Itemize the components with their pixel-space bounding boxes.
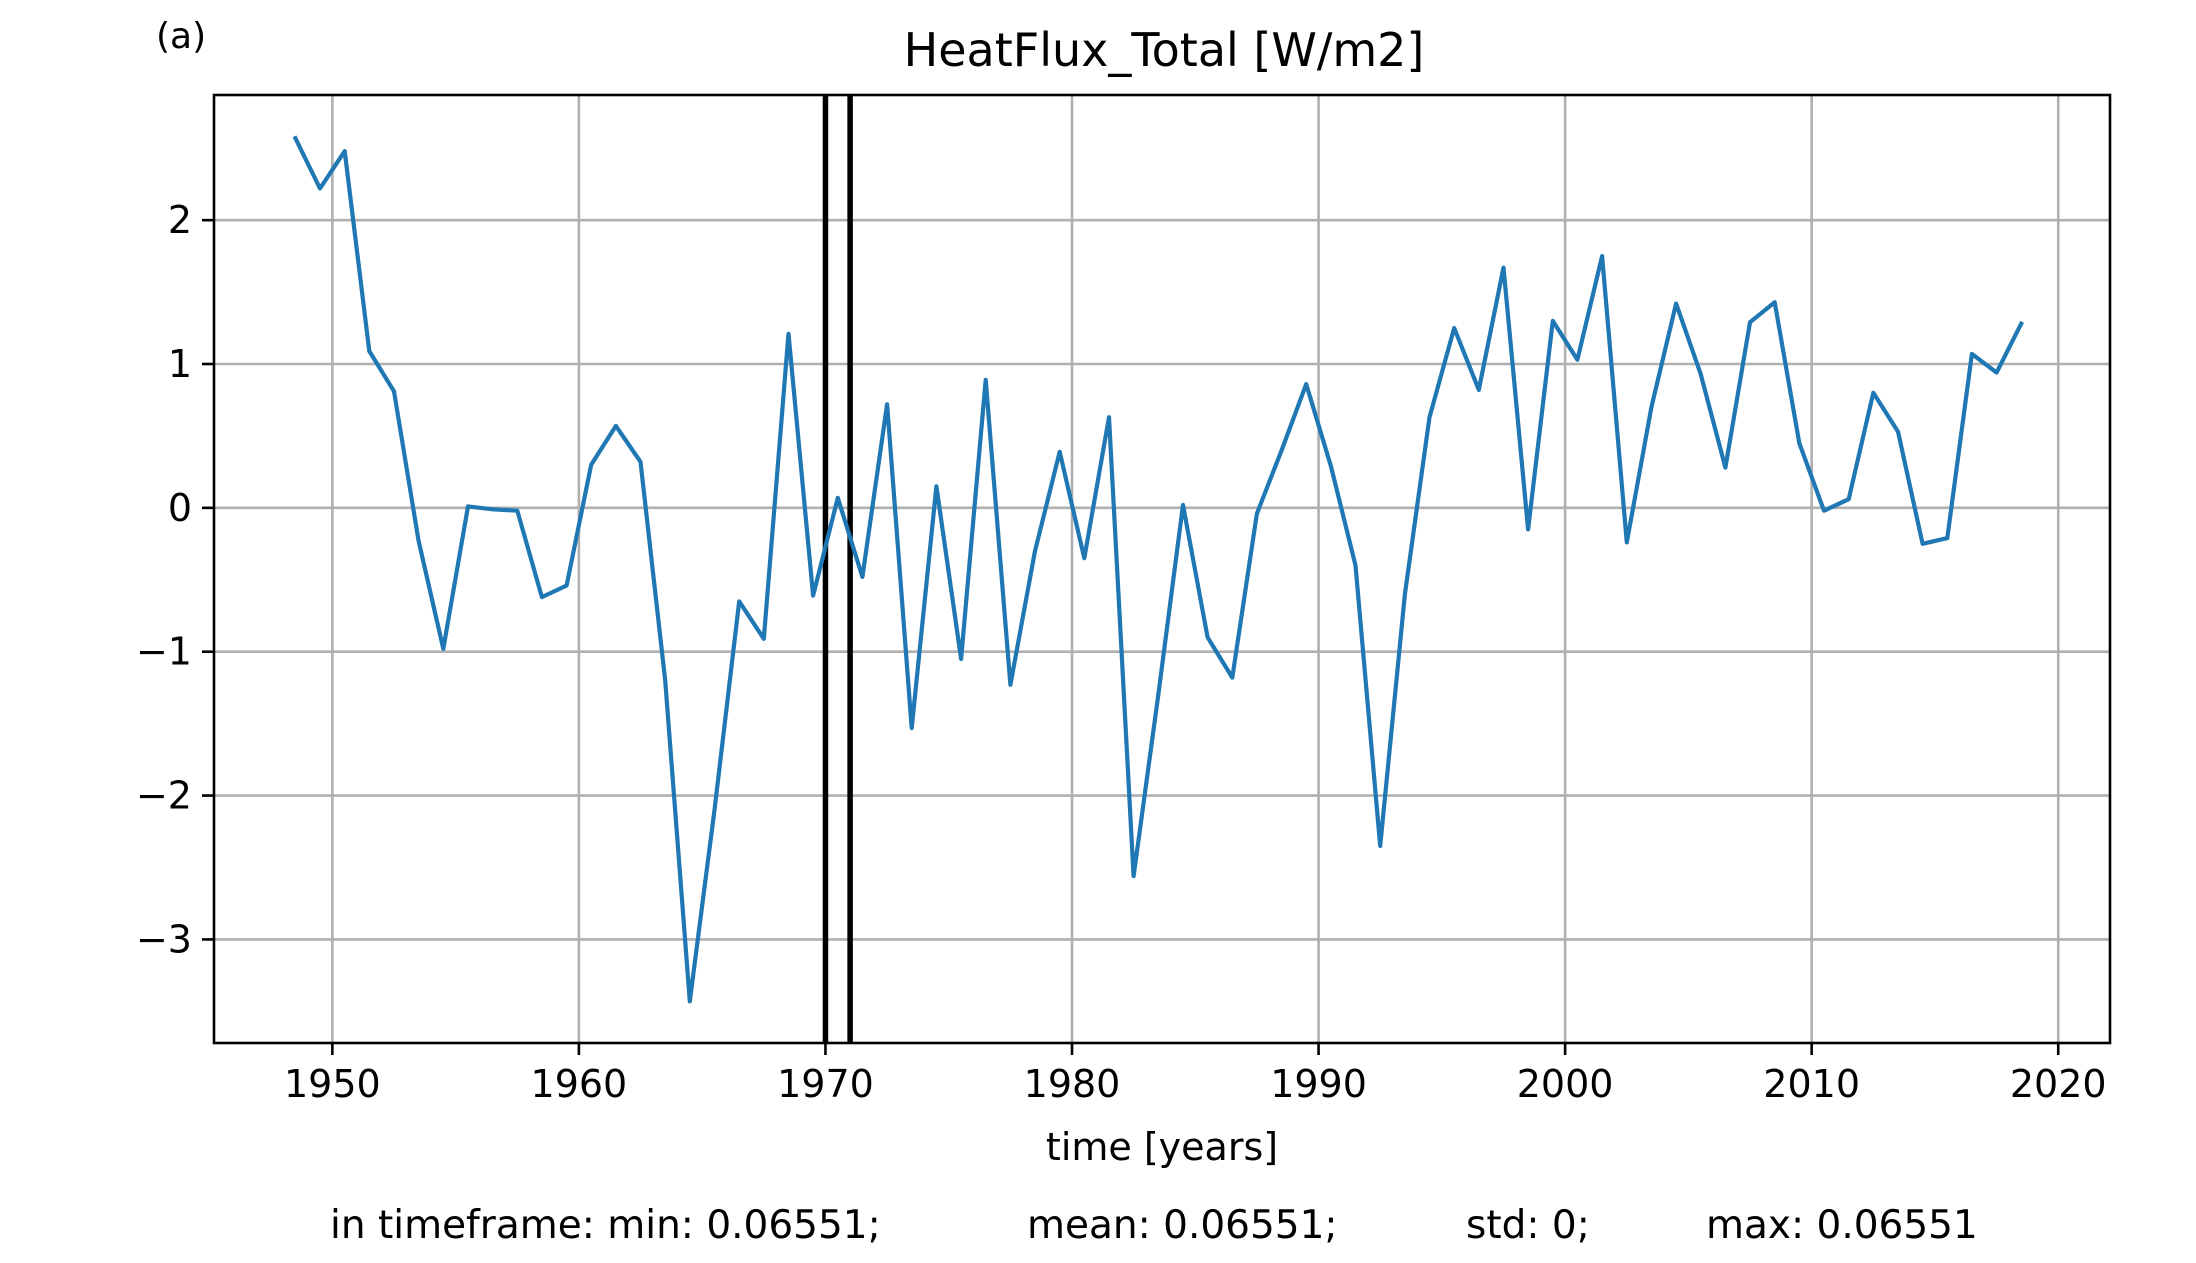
x-tick-label: 2000 — [1517, 1062, 1614, 1106]
x-tick-label: 1980 — [1024, 1062, 1121, 1106]
y-tick-label: −1 — [136, 630, 192, 674]
grid — [214, 95, 2110, 1043]
x-tick-label: 2020 — [2010, 1062, 2107, 1106]
x-axis-label: time [years] — [1046, 1125, 1278, 1169]
x-axis-ticks: 1950 1960 1970 1980 1990 2000 2010 2020 — [284, 1043, 2107, 1106]
x-tick-label: 1990 — [1270, 1062, 1367, 1106]
series-line — [292, 135, 2025, 1004]
chart-title: HeatFlux_Total [W/m2] — [904, 23, 1425, 77]
y-tick-label: 0 — [168, 486, 192, 530]
y-tick-label: −2 — [136, 774, 192, 818]
y-axis-ticks: −3 −2 −1 0 1 2 — [136, 198, 214, 961]
stat-mean: mean: 0.06551; — [1027, 1203, 1338, 1248]
stat-max: max: 0.06551 — [1706, 1203, 1978, 1248]
x-tick-label: 1950 — [284, 1062, 381, 1106]
y-tick-label: 1 — [168, 342, 192, 386]
vertical-markers — [822, 95, 853, 1043]
panel-label: (a) — [156, 16, 206, 57]
y-tick-label: 2 — [168, 198, 192, 242]
plot-frame — [212, 93, 2112, 1045]
x-tick-label: 2010 — [1763, 1062, 1860, 1106]
stat-min: in timeframe: min: 0.06551; — [330, 1203, 881, 1248]
stat-std: std: 0; — [1466, 1203, 1590, 1248]
y-tick-label: −3 — [136, 917, 192, 961]
x-tick-label: 1960 — [531, 1062, 628, 1106]
x-tick-label: 1970 — [777, 1062, 874, 1106]
